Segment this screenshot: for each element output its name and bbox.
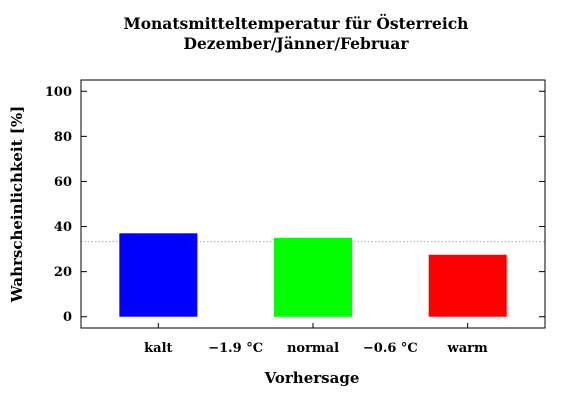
y-tick-label: 80: [54, 130, 72, 145]
y-tick-label: 40: [54, 220, 72, 235]
y-tick-label: 0: [63, 310, 72, 325]
chart-title-line2: Dezember/Jänner/Februar: [184, 34, 410, 53]
x-axis-label: Vorhersage: [264, 369, 360, 387]
y-tick-label: 20: [54, 265, 72, 280]
bar-normal: [274, 237, 352, 317]
y-axis-label: Wahrscheinlichkeit [%]: [8, 106, 26, 303]
x-separator-label: −0.6 °C: [363, 341, 418, 356]
bar-kalt: [119, 233, 198, 317]
x-tick-label-warm: warm: [447, 341, 488, 356]
y-tick-label: 100: [45, 85, 72, 100]
x-tick-label-normal: normal: [287, 341, 339, 356]
bar-warm: [428, 254, 507, 317]
x-tick-label-kalt: kalt: [144, 341, 172, 356]
y-tick-label: 60: [54, 175, 72, 190]
plot-area: kalt normal warm −1.9 °C −0.6 °C 0 20 40 60 80 100: [45, 79, 546, 356]
x-separator-label: −1.9 °C: [208, 341, 263, 356]
chart-title-line1: Monatsmitteltemperatur für Österreich: [124, 14, 469, 33]
plot-frame: [80, 79, 546, 329]
